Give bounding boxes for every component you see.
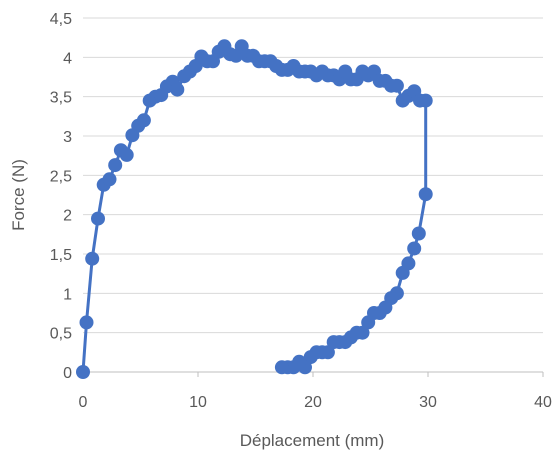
x-tick-labels: 0 10 20 30 40 [79, 394, 552, 411]
series-force-displacement [76, 39, 433, 379]
data-point [418, 93, 433, 108]
data-point [119, 147, 134, 162]
data-point [326, 335, 341, 350]
data-point [361, 315, 376, 330]
y-tick-label: 2 [63, 208, 72, 225]
x-tick-label: 30 [419, 394, 437, 411]
y-tick-label: 0 [63, 365, 72, 382]
y-tick-label: 4,5 [50, 11, 72, 28]
data-point [91, 211, 105, 226]
y-tick-label: 1 [63, 286, 72, 303]
data-point [102, 172, 117, 187]
data-point [108, 158, 123, 173]
y-tick-label: 4 [63, 50, 72, 67]
data-point [303, 350, 318, 365]
x-tick-label: 0 [79, 394, 88, 411]
x-tick-label: 10 [189, 394, 207, 411]
axes [82, 371, 544, 377]
x-axis-title: Déplacement (mm) [240, 431, 385, 450]
x-tick-label: 40 [534, 394, 552, 411]
y-tick-label: 0,5 [50, 326, 72, 343]
y-tick-label: 3 [63, 129, 72, 146]
data-point [407, 241, 422, 256]
y-tick-label: 2,5 [50, 168, 72, 185]
data-point [395, 265, 410, 280]
y-tick-label: 3,5 [50, 90, 72, 107]
data-point [411, 226, 426, 241]
data-point [418, 187, 433, 202]
data-point [170, 82, 185, 97]
data-point [136, 113, 151, 128]
data-point [85, 251, 100, 266]
data-point [79, 315, 94, 330]
data-point [76, 365, 90, 379]
y-tick-labels: 0 0,5 1 1,5 2 2,5 3 3,5 4 4,5 [50, 11, 72, 382]
data-point [274, 360, 289, 375]
x-tick-label: 20 [304, 394, 322, 411]
data-point [389, 78, 404, 93]
y-axis-title: Force (N) [9, 159, 28, 231]
y-tick-label: 1,5 [50, 247, 72, 264]
